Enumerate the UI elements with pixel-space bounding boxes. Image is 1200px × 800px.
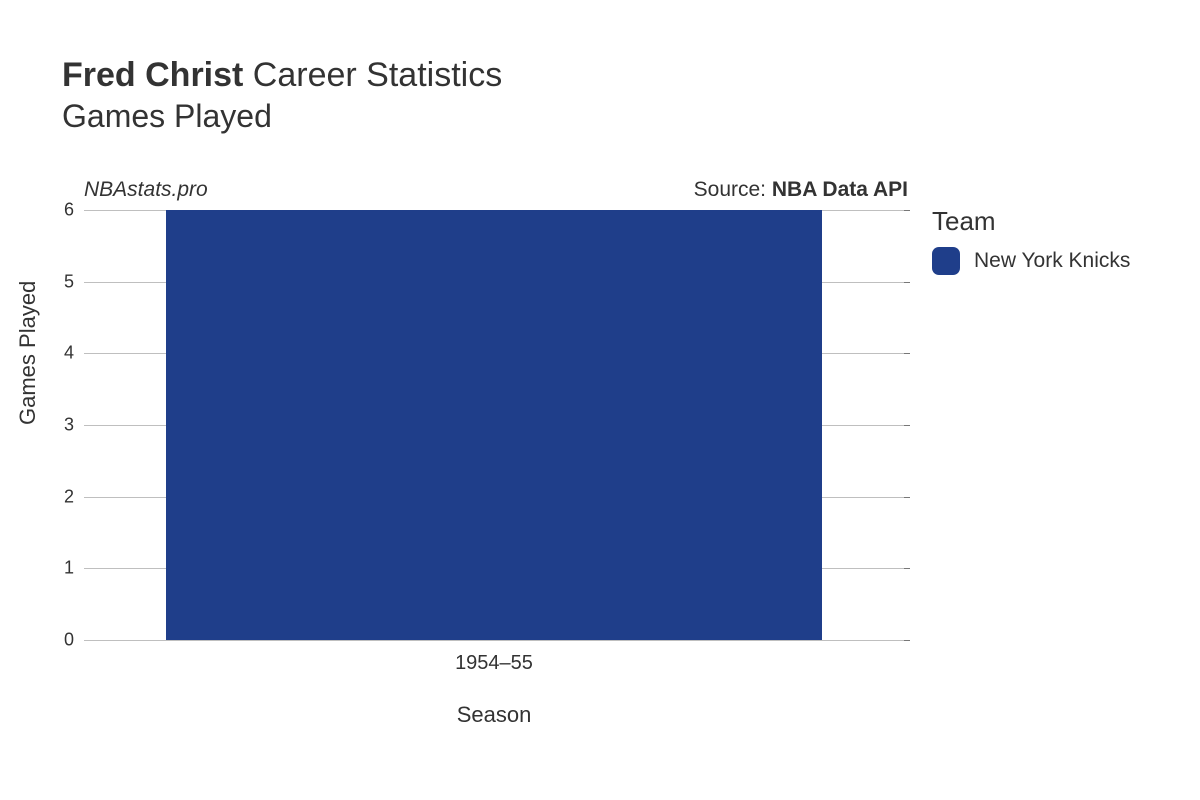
y-tick-mark bbox=[904, 210, 910, 211]
legend-item: New York Knicks bbox=[932, 247, 1130, 275]
y-tick-mark bbox=[904, 353, 910, 354]
source-prefix: Source: bbox=[694, 178, 772, 201]
source-label: Source: NBA Data API bbox=[694, 178, 908, 202]
y-tick-label: 5 bbox=[0, 271, 74, 292]
legend-title: Team bbox=[932, 206, 1130, 237]
x-tick-label: 1954–55 bbox=[455, 652, 533, 675]
y-tick-label: 6 bbox=[0, 200, 74, 221]
brand-label: NBAstats.pro bbox=[84, 178, 208, 202]
chart-title-line1: Fred Christ Career Statistics bbox=[62, 56, 502, 95]
plot-area bbox=[84, 210, 904, 640]
y-tick-label: 3 bbox=[0, 415, 74, 436]
player-name: Fred Christ bbox=[62, 56, 243, 94]
grid-line bbox=[84, 640, 904, 641]
legend-items: New York Knicks bbox=[932, 247, 1130, 275]
y-tick-mark bbox=[904, 497, 910, 498]
y-tick-mark bbox=[904, 568, 910, 569]
y-tick-label: 1 bbox=[0, 558, 74, 579]
y-tick-mark bbox=[904, 282, 910, 283]
legend-label: New York Knicks bbox=[974, 249, 1130, 273]
y-tick-label: 2 bbox=[0, 486, 74, 507]
chart-title-line2: Games Played bbox=[62, 97, 502, 135]
y-tick-mark bbox=[904, 425, 910, 426]
source-name: NBA Data API bbox=[772, 178, 908, 201]
bar bbox=[166, 210, 822, 640]
title-block: Fred Christ Career Statistics Games Play… bbox=[62, 56, 502, 135]
y-tick-mark bbox=[904, 640, 910, 641]
chart-container: Fred Christ Career Statistics Games Play… bbox=[0, 0, 1200, 800]
legend: Team New York Knicks bbox=[932, 206, 1130, 281]
title-suffix: Career Statistics bbox=[243, 56, 502, 94]
y-tick-label: 0 bbox=[0, 630, 74, 651]
y-tick-label: 4 bbox=[0, 343, 74, 364]
x-axis-title: Season bbox=[457, 702, 532, 728]
legend-swatch bbox=[932, 247, 960, 275]
